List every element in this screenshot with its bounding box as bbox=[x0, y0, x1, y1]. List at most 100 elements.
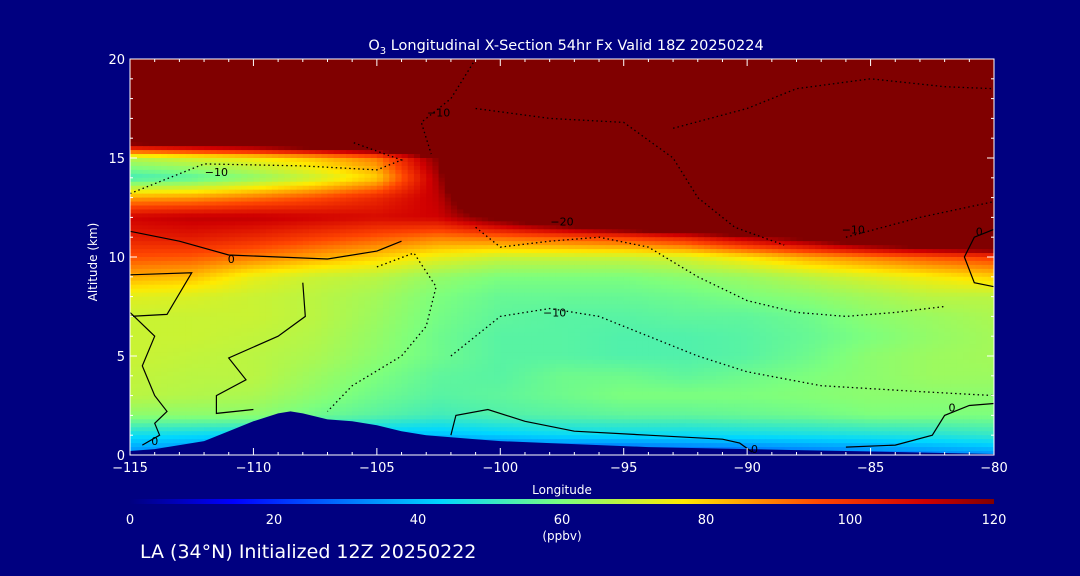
heatmap-cell bbox=[562, 98, 569, 104]
heatmap-cell bbox=[574, 134, 582, 139]
heatmap-cell bbox=[407, 169, 415, 175]
heatmap-cell bbox=[290, 126, 298, 131]
heatmap-cell bbox=[321, 154, 329, 159]
heatmap-cell bbox=[895, 78, 903, 84]
heatmap-cell bbox=[241, 142, 248, 147]
heatmap-cell bbox=[580, 130, 588, 135]
heatmap-cell bbox=[876, 150, 884, 155]
heatmap-cell bbox=[716, 150, 724, 155]
heatmap-cell bbox=[278, 185, 285, 191]
heatmap-cell bbox=[562, 134, 569, 139]
heatmap-cell bbox=[963, 165, 970, 171]
heatmap-cell bbox=[321, 102, 329, 108]
heatmap-cell bbox=[784, 110, 791, 116]
heatmap-cell bbox=[654, 142, 662, 147]
heatmap-cell bbox=[234, 189, 242, 195]
heatmap-cell bbox=[543, 114, 551, 119]
heatmap-cell bbox=[296, 146, 304, 151]
heatmap-cell bbox=[296, 173, 304, 179]
heatmap-cell bbox=[241, 118, 248, 123]
heatmap-cell bbox=[592, 189, 600, 195]
heatmap-cell bbox=[636, 126, 643, 131]
heatmap-cell bbox=[339, 74, 347, 80]
heatmap-cell bbox=[179, 150, 187, 155]
heatmap-cell bbox=[592, 142, 600, 147]
heatmap-cell bbox=[759, 122, 767, 127]
heatmap-cell bbox=[685, 134, 693, 139]
heatmap-cell bbox=[222, 169, 230, 175]
heatmap-cell bbox=[685, 130, 693, 135]
heatmap-cell bbox=[420, 181, 427, 187]
heatmap-cell bbox=[463, 154, 471, 159]
heatmap-cell bbox=[956, 134, 964, 139]
heatmap-cell bbox=[778, 110, 785, 116]
heatmap-cell bbox=[753, 59, 761, 64]
heatmap-cell bbox=[524, 62, 532, 68]
heatmap-cell bbox=[290, 134, 298, 139]
heatmap-cell bbox=[845, 78, 853, 84]
heatmap-cell bbox=[629, 74, 637, 80]
heatmap-cell bbox=[500, 158, 508, 163]
heatmap-cell bbox=[617, 78, 625, 84]
heatmap-cell bbox=[537, 169, 545, 175]
heatmap-cell bbox=[302, 114, 310, 119]
heatmap-cell bbox=[173, 94, 180, 100]
heatmap-cell bbox=[592, 70, 600, 76]
heatmap-cell bbox=[549, 110, 557, 116]
heatmap-cell bbox=[784, 90, 791, 96]
heatmap-cell bbox=[815, 118, 822, 123]
heatmap-cell bbox=[876, 62, 884, 68]
heatmap-cell bbox=[907, 102, 915, 108]
heatmap-cell bbox=[574, 158, 582, 163]
heatmap-cell bbox=[167, 86, 174, 92]
heatmap-cell bbox=[889, 98, 896, 104]
heatmap-cell bbox=[580, 134, 588, 139]
heatmap-cell bbox=[919, 193, 927, 199]
heatmap-cell bbox=[969, 90, 977, 96]
heatmap-cell bbox=[241, 154, 248, 159]
heatmap-cell bbox=[537, 90, 545, 96]
heatmap-cell bbox=[222, 59, 230, 64]
heatmap-cell bbox=[938, 161, 946, 167]
heatmap-cell bbox=[926, 62, 933, 68]
heatmap-cell bbox=[568, 150, 575, 155]
heatmap-cell bbox=[790, 86, 798, 92]
heatmap-cell bbox=[950, 82, 958, 88]
heatmap-cell bbox=[562, 94, 569, 100]
heatmap-cell bbox=[617, 173, 625, 179]
heatmap-cell bbox=[185, 138, 193, 143]
heatmap-cell bbox=[148, 122, 156, 127]
heatmap-cell bbox=[444, 122, 452, 127]
heatmap-cell bbox=[271, 114, 279, 119]
heatmap-cell bbox=[592, 66, 600, 72]
heatmap-cell bbox=[457, 193, 464, 199]
heatmap-cell bbox=[864, 146, 872, 151]
heatmap-cell bbox=[666, 138, 674, 143]
heatmap-cell bbox=[506, 118, 514, 123]
heatmap-cell bbox=[494, 173, 501, 179]
heatmap-cell bbox=[895, 106, 903, 112]
heatmap-cell bbox=[666, 98, 674, 104]
heatmap-cell bbox=[956, 169, 964, 175]
heatmap-cell bbox=[247, 193, 255, 199]
heatmap-cell bbox=[185, 134, 193, 139]
heatmap-cell bbox=[321, 86, 329, 92]
heatmap-cell bbox=[926, 82, 933, 88]
heatmap-cell bbox=[321, 94, 329, 100]
heatmap-cell bbox=[617, 122, 625, 127]
heatmap-cell bbox=[654, 102, 662, 108]
heatmap-cell bbox=[142, 146, 150, 151]
heatmap-cell bbox=[679, 70, 687, 76]
heatmap-cell bbox=[790, 62, 798, 68]
heatmap-cell bbox=[845, 98, 853, 104]
heatmap-cell bbox=[389, 169, 396, 175]
heatmap-cell bbox=[191, 130, 199, 135]
heatmap-cell bbox=[395, 106, 403, 112]
heatmap-cell bbox=[636, 110, 643, 116]
heatmap-cell bbox=[617, 94, 625, 100]
heatmap-cell bbox=[623, 161, 631, 167]
heatmap-cell bbox=[475, 98, 483, 104]
heatmap-cell bbox=[290, 62, 298, 68]
heatmap-cell bbox=[216, 82, 224, 88]
heatmap-cell bbox=[543, 154, 551, 159]
